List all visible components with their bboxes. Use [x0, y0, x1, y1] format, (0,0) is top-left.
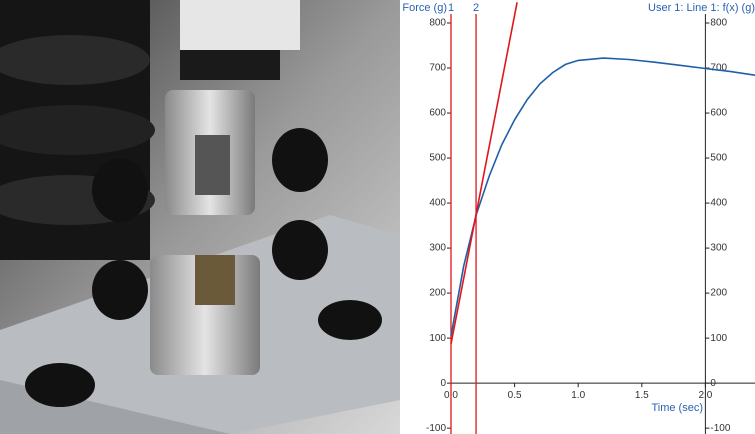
y2-tick-label: 200	[710, 288, 727, 299]
y2-tick-label: 800	[710, 18, 727, 29]
y-tick-label: 100	[429, 333, 446, 344]
line-series	[450, 2, 518, 345]
y2-tick-label: 400	[710, 198, 727, 209]
x-axis-label: Time (sec)	[651, 402, 703, 414]
y-tick-label: 800	[429, 18, 446, 29]
cursor-label: 2	[473, 2, 479, 14]
y-tick-label: 500	[429, 153, 446, 164]
y-tick-label: 300	[429, 243, 446, 254]
y-tick-label: 400	[429, 198, 446, 209]
y2-axis-label: User 1: Line 1: f(x) (g)	[648, 2, 755, 14]
y-tick-label: 600	[429, 108, 446, 119]
x-tick-label: 2.0	[698, 390, 712, 401]
y2-tick-label: 300	[710, 243, 727, 254]
y2-tick-label: 500	[710, 153, 727, 164]
line-series	[450, 57, 755, 337]
y-tick-label: 0	[440, 378, 446, 389]
cursor-label: 1	[448, 2, 454, 14]
x-tick-label: 0.5	[508, 390, 522, 401]
chart: Force (g) User 1: Line 1: f(x) (g) Time …	[402, 2, 755, 434]
photo	[0, 0, 400, 434]
y-tick-label: -100	[426, 423, 446, 434]
plot-background	[400, 0, 755, 434]
y-tick-label: 200	[429, 288, 446, 299]
y2-tick-label: 700	[710, 63, 727, 74]
y-tick-label: 700	[429, 63, 446, 74]
x-tick-label: 1.0	[571, 390, 585, 401]
y-axis-label: Force (g)	[402, 2, 447, 14]
x-tick-label: 1.5	[635, 390, 649, 401]
y2-tick-label: 100	[710, 333, 727, 344]
y2-tick-label: -100	[710, 423, 730, 434]
y2-tick-label: 0	[710, 378, 716, 389]
y2-tick-label: 600	[710, 108, 727, 119]
